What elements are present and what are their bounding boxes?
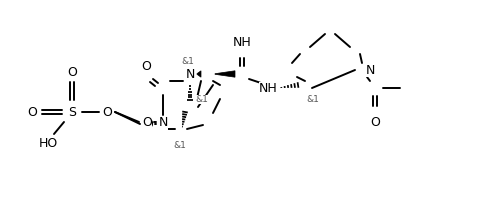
Text: O: O [141, 60, 151, 73]
Text: N: N [364, 64, 374, 77]
Text: O: O [142, 116, 152, 129]
Text: NH: NH [232, 36, 251, 49]
Text: O: O [369, 116, 379, 129]
Text: N: N [158, 118, 168, 131]
Text: &1: &1 [195, 95, 208, 104]
Text: O: O [143, 118, 153, 131]
Text: &1: &1 [306, 94, 319, 103]
Text: S: S [68, 106, 76, 119]
Text: O: O [27, 106, 37, 119]
Text: &1: &1 [173, 141, 186, 150]
Text: NH: NH [258, 82, 277, 95]
Text: &1: &1 [181, 56, 194, 65]
Text: N: N [158, 116, 168, 129]
Polygon shape [197, 72, 201, 78]
Text: O: O [67, 66, 77, 79]
Polygon shape [215, 72, 235, 78]
Text: HO: HO [38, 137, 58, 150]
Text: O: O [102, 106, 112, 119]
Text: N: N [185, 68, 194, 81]
